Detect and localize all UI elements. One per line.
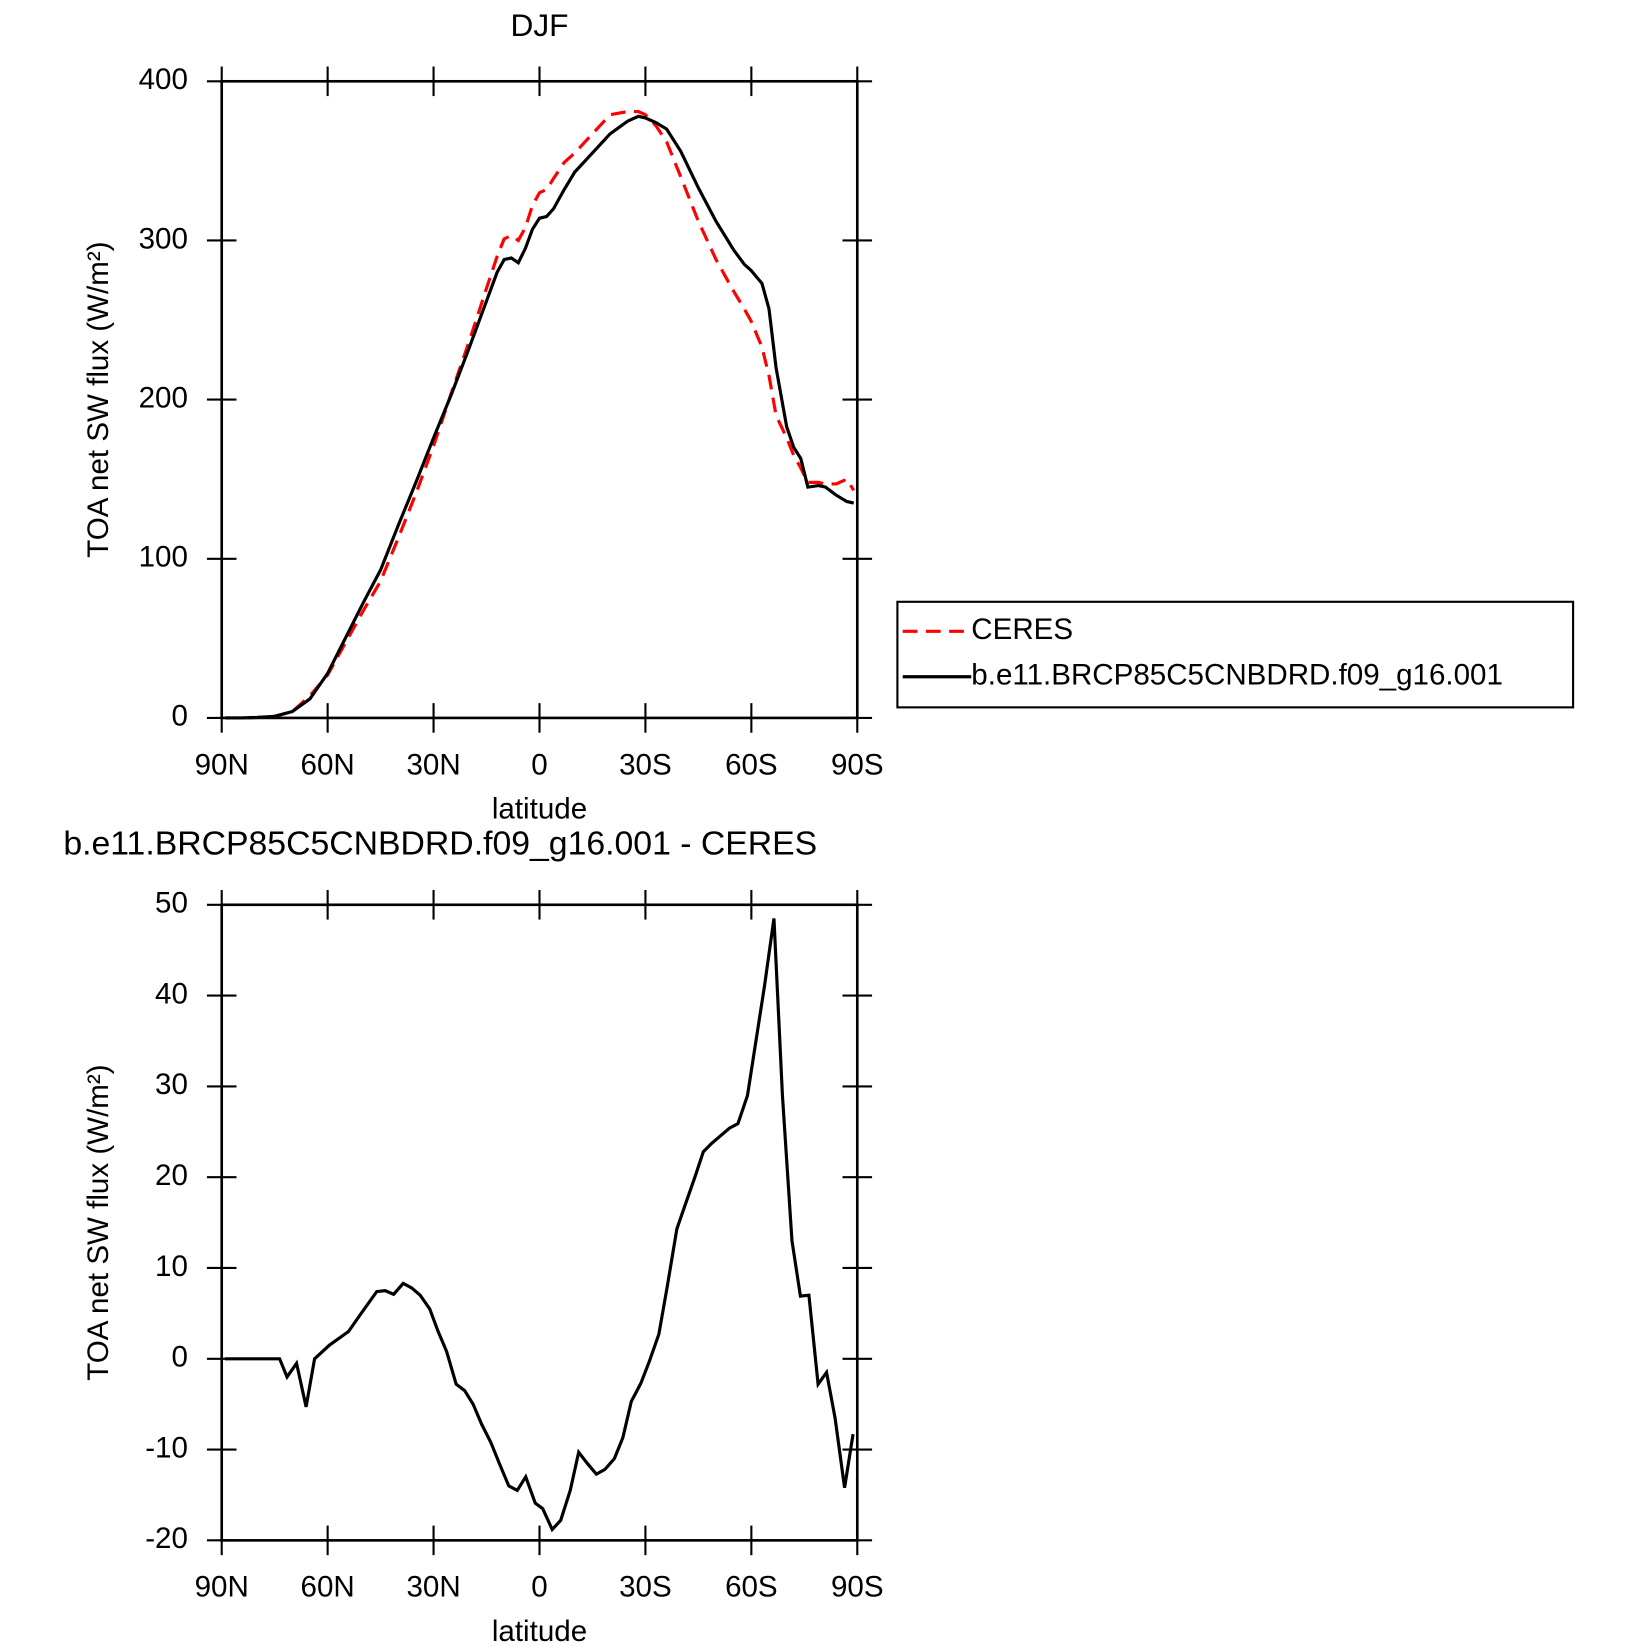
x-tick-label: 60S	[725, 748, 778, 781]
legend-label: CERES	[971, 613, 1073, 646]
plot-frame	[220, 903, 859, 1542]
chart-title: DJF	[510, 7, 568, 43]
x-tick-label: 90N	[195, 748, 249, 781]
legend-box	[896, 600, 1575, 709]
data-line	[224, 918, 855, 1533]
y-tick-label: -20	[145, 1522, 188, 1555]
x-tick-label: 90S	[831, 748, 884, 781]
y-tick-label: 0	[171, 700, 187, 733]
x-axis-label: latitude	[492, 793, 587, 826]
x-tick-label: 30S	[619, 748, 672, 781]
x-tick-label: 90S	[831, 1571, 884, 1604]
y-axis-label: TOA net SW flux (W/m²)	[82, 241, 115, 557]
y-tick-label: 100	[139, 541, 188, 574]
x-tick-label: 60S	[725, 1571, 778, 1604]
x-tick-label: 0	[531, 1571, 547, 1604]
y-tick-label: 300	[139, 222, 188, 255]
legend-label: b.e11.BRCP85C5CNBDRD.f09_g16.001	[971, 659, 1503, 692]
plot-frame	[220, 79, 859, 720]
x-tick-label: 30N	[406, 748, 460, 781]
x-tick-label: 30S	[619, 1571, 672, 1604]
x-tick-label: 60N	[301, 1571, 355, 1604]
y-tick-label: 20	[155, 1159, 188, 1192]
data-line	[225, 109, 856, 720]
y-tick-label: 50	[155, 887, 188, 920]
x-tick-label: 0	[531, 748, 547, 781]
y-tick-label: 400	[139, 63, 188, 96]
x-tick-label: 60N	[301, 748, 355, 781]
y-tick-label: 200	[139, 381, 188, 414]
x-tick-label: 90N	[195, 1571, 249, 1604]
y-tick-label: 30	[155, 1068, 188, 1101]
y-axis-label: TOA net SW flux (W/m²)	[82, 1064, 115, 1380]
y-tick-label: -10	[145, 1431, 188, 1464]
y-tick-label: 10	[155, 1250, 188, 1283]
chart-title: b.e11.BRCP85C5CNBDRD.f09_g16.001 - CERES	[63, 825, 817, 863]
x-axis-label: latitude	[492, 1615, 587, 1647]
x-tick-label: 30N	[406, 1571, 460, 1604]
legend: CERES b.e11.BRCP85C5CNBDRD.f09_g16.001	[896, 600, 1575, 709]
y-tick-label: 40	[155, 977, 188, 1010]
data-line	[225, 114, 855, 720]
y-tick-label: 0	[171, 1341, 187, 1374]
